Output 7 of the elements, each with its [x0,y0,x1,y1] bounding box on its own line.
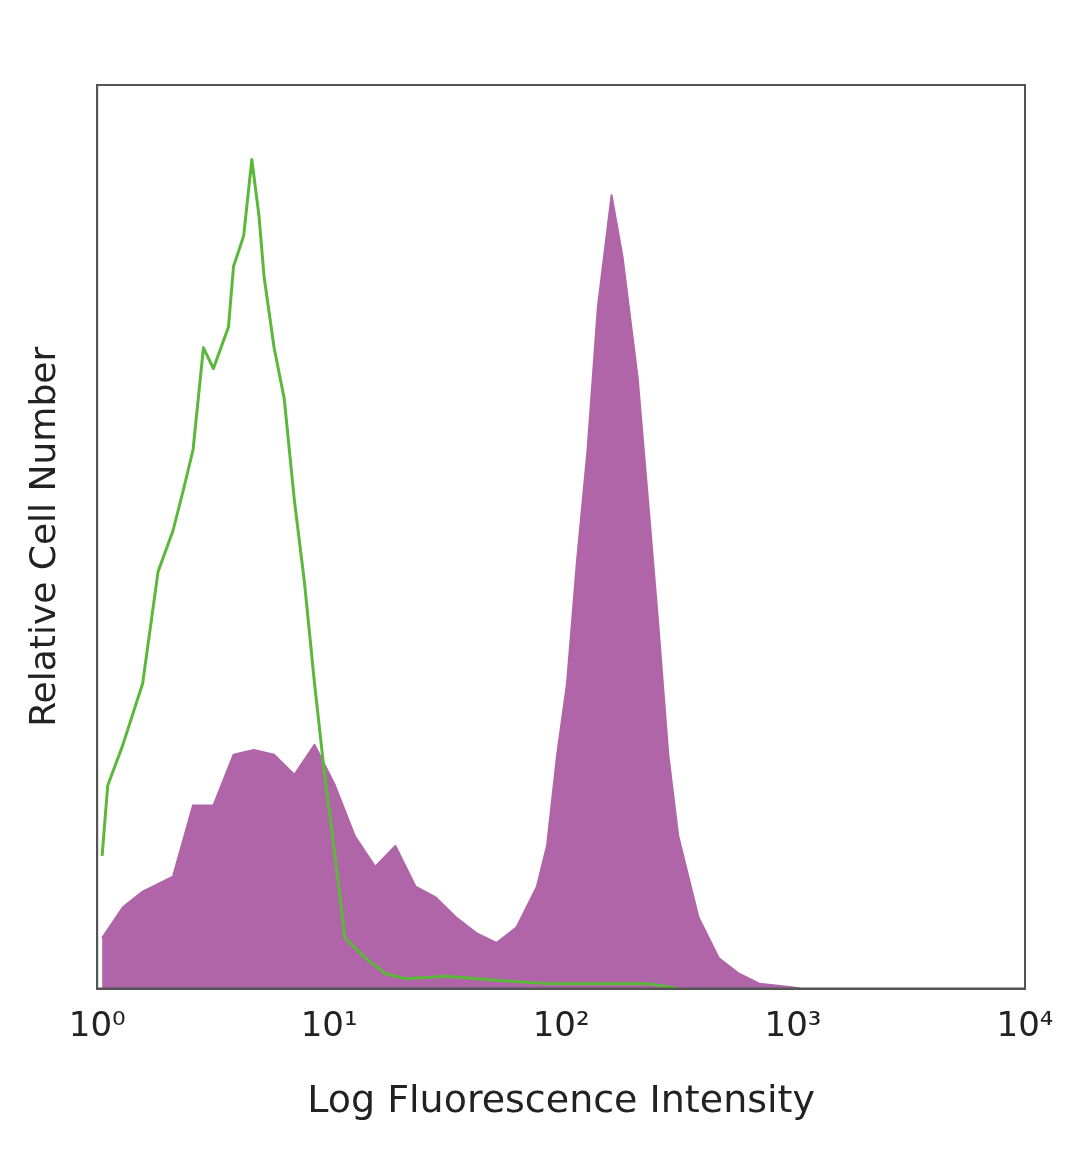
x-tick-label: 10² [532,1003,590,1044]
x-tick-label: 10¹ [300,1003,358,1044]
x-tick-label: 10³ [764,1003,822,1044]
x-axis-title: Log Fluorescence Intensity [307,1077,815,1122]
x-tick-label: 10⁴ [996,1003,1054,1044]
y-axis-title: Relative Cell Number [21,346,63,727]
x-tick-label: 10⁰ [68,1003,126,1044]
